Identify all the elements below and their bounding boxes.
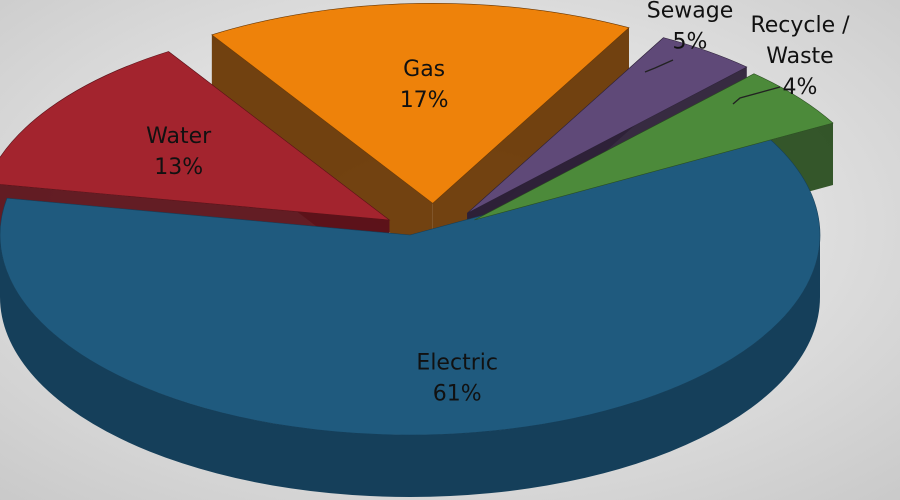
slice-label: Gas 17% [400,57,449,113]
slice-label: Recycle / Waste 4% [750,13,850,100]
slice-label-line: Waste [766,44,833,69]
slice-label-line: Sewage [647,0,733,24]
slice-labels: Electric 61% Water 13% Gas 17% Recycle / Waste 4… [146,0,850,407]
slice-gas [211,3,630,204]
leader-lines [644,59,781,105]
leader-line [644,59,674,73]
leader-line [732,86,781,105]
slice-side-electric [0,235,820,497]
slice-cut-face [211,34,433,266]
slice-electric [0,137,821,436]
slice-label-line: 17% [400,88,449,113]
slice-water [0,51,391,221]
slice-label-line: 61% [433,382,482,407]
slice-recycle-waste [466,37,748,214]
slice-label-line: 4% [783,75,818,100]
slice-label: Water 13% [146,124,212,180]
slice-label: Electric 61% [416,351,498,407]
slice-label-line: Gas [403,57,445,82]
slice-label: Sewage 5% [647,0,733,55]
slice-label-line: Water [146,124,212,149]
slice-tops [0,3,834,436]
slice-label-line: Recycle / [750,13,850,38]
slice-label-line: 13% [154,155,203,180]
slice-label-line: 5% [673,30,708,55]
slice-label-line: Electric [416,351,498,376]
slice-sewage [474,73,834,221]
